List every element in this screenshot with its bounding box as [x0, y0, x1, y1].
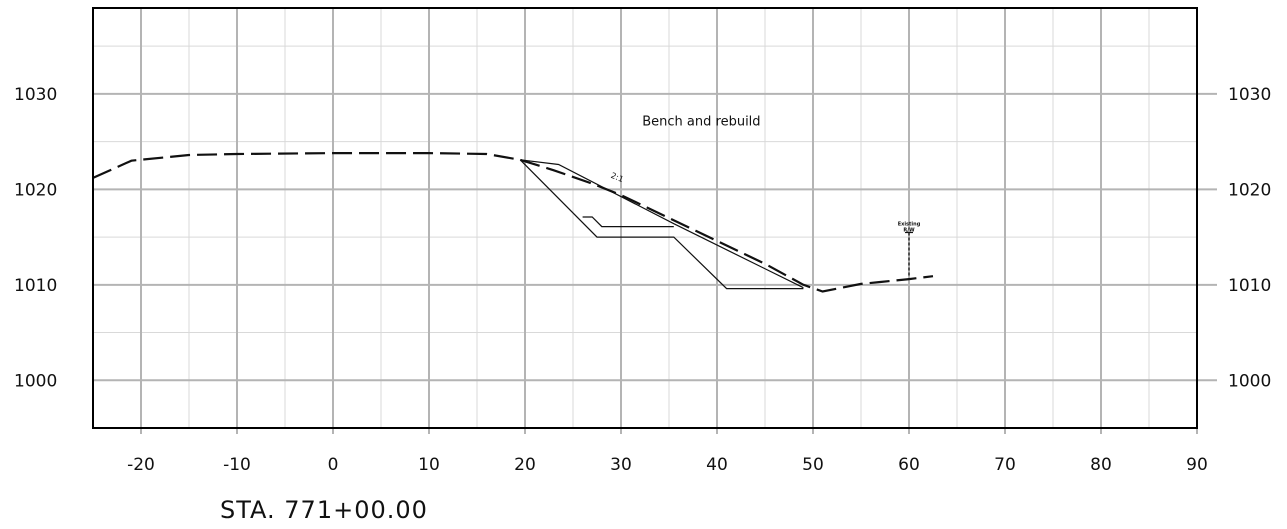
- existing-ground-profile: [92, 152, 934, 293]
- x-tick-label: -10: [223, 455, 251, 475]
- x-tick-label: 50: [802, 455, 824, 475]
- profile-lines: [92, 152, 934, 293]
- x-tick-label: 20: [514, 455, 536, 475]
- x-tick-label: 10: [418, 455, 440, 475]
- x-tick-label: -20: [127, 455, 155, 475]
- plot-frame: [92, 7, 1198, 429]
- proposed-section-line-1: [520, 159, 804, 289]
- y-tick-label-left: 1020: [14, 180, 57, 200]
- y-tick-label-right: 1010: [1228, 276, 1271, 296]
- y-tick-label-right: 1030: [1228, 85, 1271, 105]
- existing-label: Existing: [898, 222, 921, 228]
- minor-grid: [93, 8, 1197, 429]
- x-tick-label: 40: [706, 455, 728, 475]
- y-tick-label-right: 1020: [1228, 180, 1271, 200]
- x-axis-labels: -20 -10 0 10 20 30 40 50 60 70 80 90: [127, 455, 1208, 475]
- y-tick-label-left: 1010: [14, 276, 57, 296]
- proposed-section-line-2: [519, 159, 804, 290]
- proposed-section-line-3: [582, 216, 674, 228]
- x-tick-label: 60: [898, 455, 920, 475]
- y-tick-label-left: 1030: [14, 85, 57, 105]
- annotations: Bench and rebuild 2:1 Existing R/W: [609, 115, 921, 278]
- row-label: R/W: [903, 228, 915, 234]
- y-axis-labels-left: 1000 1010 1020 1030: [14, 85, 57, 391]
- x-tick-label: 30: [610, 455, 632, 475]
- major-grid: [93, 8, 1217, 434]
- x-tick-label: 80: [1090, 455, 1112, 475]
- y-tick-label-right: 1000: [1228, 371, 1271, 391]
- y-tick-label-left: 1000: [14, 371, 57, 391]
- bench-rebuild-note: Bench and rebuild: [642, 115, 760, 130]
- x-tick-label: 0: [328, 455, 339, 475]
- y-axis-labels-right: 1000 1010 1020 1030: [1228, 85, 1271, 391]
- slope-ratio-label: 2:1: [609, 171, 624, 184]
- station-label: STA. 771+00.00: [220, 496, 428, 524]
- x-tick-label: 90: [1186, 455, 1208, 475]
- x-tick-label: 70: [994, 455, 1016, 475]
